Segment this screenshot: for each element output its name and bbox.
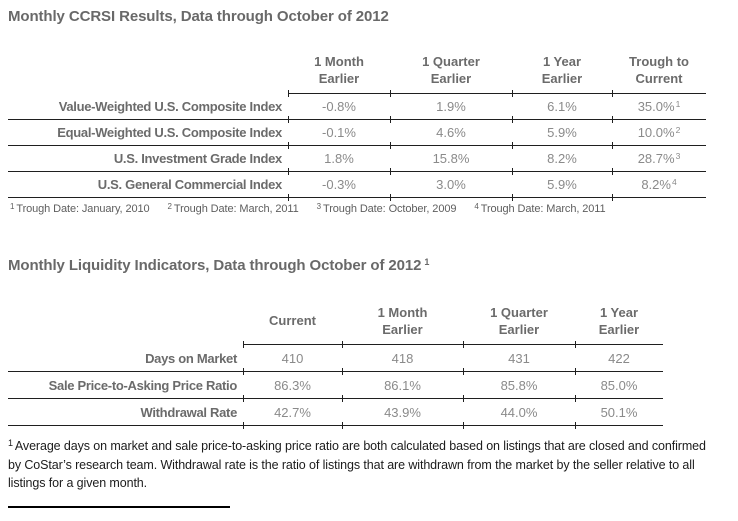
value-cell: 6.1% <box>511 94 612 123</box>
value-cell: 1.9% <box>389 94 512 123</box>
col-header-current: Current <box>242 297 342 348</box>
liquidity-table-title: Monthly Liquidity Indicators, Data throu… <box>8 257 430 274</box>
value-cell: 15.8% <box>389 146 512 175</box>
value-cell: 42.7% <box>242 399 342 429</box>
col-header-1-month-earlier: 1 Month Earlier <box>341 297 463 348</box>
row-label: Withdrawal Rate <box>8 399 243 426</box>
liquidity-indicators-table: Current 1 Month Earlier 1 Quarter Earlie… <box>8 297 663 429</box>
value-cell: 4.6% <box>389 120 512 149</box>
table-row: Equal-Weighted U.S. Composite Index -0.1… <box>8 120 706 149</box>
value-cell: 86.1% <box>341 372 463 402</box>
col-header-1-quarter-earlier: 1 Quarter Earlier <box>389 46 512 97</box>
value-cell: 410 <box>242 345 342 375</box>
value-cell: 86.3% <box>242 372 342 402</box>
row-label: Days on Market <box>8 345 243 372</box>
value-cell: 43.9% <box>341 399 463 429</box>
footnote-marker: 3 <box>675 151 681 161</box>
footnote-marker: 2 <box>167 202 172 211</box>
ccrsi-results-table: 1 Month Earlier 1 Quarter Earlier 1 Year… <box>8 46 706 201</box>
value-cell: 8.2%4 <box>611 172 706 201</box>
table-row: Sale Price-to-Asking Price Ratio 86.3% 8… <box>8 372 663 402</box>
trough-footnotes: 1 Trough Date: January, 2010 2 Trough Date… <box>10 202 738 215</box>
row-label: U.S. General Commercial Index <box>8 172 288 198</box>
liquidity-header-row: Current 1 Month Earlier 1 Quarter Earlie… <box>8 297 663 348</box>
table-row: Withdrawal Rate 42.7% 43.9% 44.0% 50.1% <box>8 399 663 429</box>
footnote-marker: 1 <box>10 202 15 211</box>
footnote-marker: 1 <box>8 438 13 448</box>
ccrsi-table-title: Monthly CCRSI Results, Data through Octo… <box>8 8 389 25</box>
value-cell: 8.2% <box>511 146 612 175</box>
trough-footnote-4: 4 Trough Date: March, 2011 <box>474 202 606 215</box>
trough-footnote-1: 1 Trough Date: January, 2010 <box>10 202 150 215</box>
footnote-marker: 1 <box>424 257 430 267</box>
col-header-trough-to-current: Trough to Current <box>611 46 706 97</box>
footnote-marker: 4 <box>474 202 479 211</box>
value-cell: -0.1% <box>287 120 390 149</box>
table-row: U.S. General Commercial Index -0.3% 3.0%… <box>8 172 706 201</box>
row-label: Value-Weighted U.S. Composite Index <box>8 94 288 120</box>
value-cell: 431 <box>462 345 575 375</box>
footnote-marker: 1 <box>675 99 681 109</box>
value-cell: 5.9% <box>511 120 612 149</box>
value-cell: 35.0%1 <box>611 94 706 123</box>
ccrsi-header-row: 1 Month Earlier 1 Quarter Earlier 1 Year… <box>8 46 706 97</box>
row-label: Equal-Weighted U.S. Composite Index <box>8 120 288 146</box>
col-header-1-year-earlier: 1 Year Earlier <box>511 46 612 97</box>
trough-footnote-2: 2 Trough Date: March, 2011 <box>167 202 299 215</box>
value-cell: 28.7%3 <box>611 146 706 175</box>
table-row: Days on Market 410 418 431 422 <box>8 345 663 375</box>
value-cell: -0.3% <box>287 172 390 201</box>
value-cell: 44.0% <box>462 399 575 429</box>
table-row: Value-Weighted U.S. Composite Index -0.8… <box>8 94 706 123</box>
trough-footnote-3: 3 Trough Date: October, 2009 <box>316 202 457 215</box>
value-cell: 418 <box>341 345 463 375</box>
col-header-1-year-earlier: 1 Year Earlier <box>574 297 663 348</box>
value-cell: 85.8% <box>462 372 575 402</box>
corner-cell <box>8 46 288 94</box>
footnote-marker: 3 <box>316 202 322 211</box>
footnote-separator-line <box>8 506 230 508</box>
value-cell: 422 <box>574 345 663 375</box>
value-cell: 1.8% <box>287 146 390 175</box>
value-cell: 5.9% <box>511 172 612 201</box>
footnote-marker: 2 <box>675 125 681 135</box>
liquidity-footnote: 1 Average days on market and sale price-t… <box>8 438 706 490</box>
footnote-marker: 4 <box>671 177 677 187</box>
value-cell: 3.0% <box>389 172 512 201</box>
col-header-1-quarter-earlier: 1 Quarter Earlier <box>462 297 575 348</box>
value-cell: -0.8% <box>287 94 390 123</box>
row-label: Sale Price-to-Asking Price Ratio <box>8 372 243 399</box>
value-cell: 10.0%2 <box>611 120 706 149</box>
col-header-1-month-earlier: 1 Month Earlier <box>287 46 390 97</box>
row-label: U.S. Investment Grade Index <box>8 146 288 172</box>
value-cell: 85.0% <box>574 372 663 402</box>
corner-cell <box>8 297 243 345</box>
value-cell: 50.1% <box>574 399 663 429</box>
table-row: U.S. Investment Grade Index 1.8% 15.8% 8… <box>8 146 706 175</box>
